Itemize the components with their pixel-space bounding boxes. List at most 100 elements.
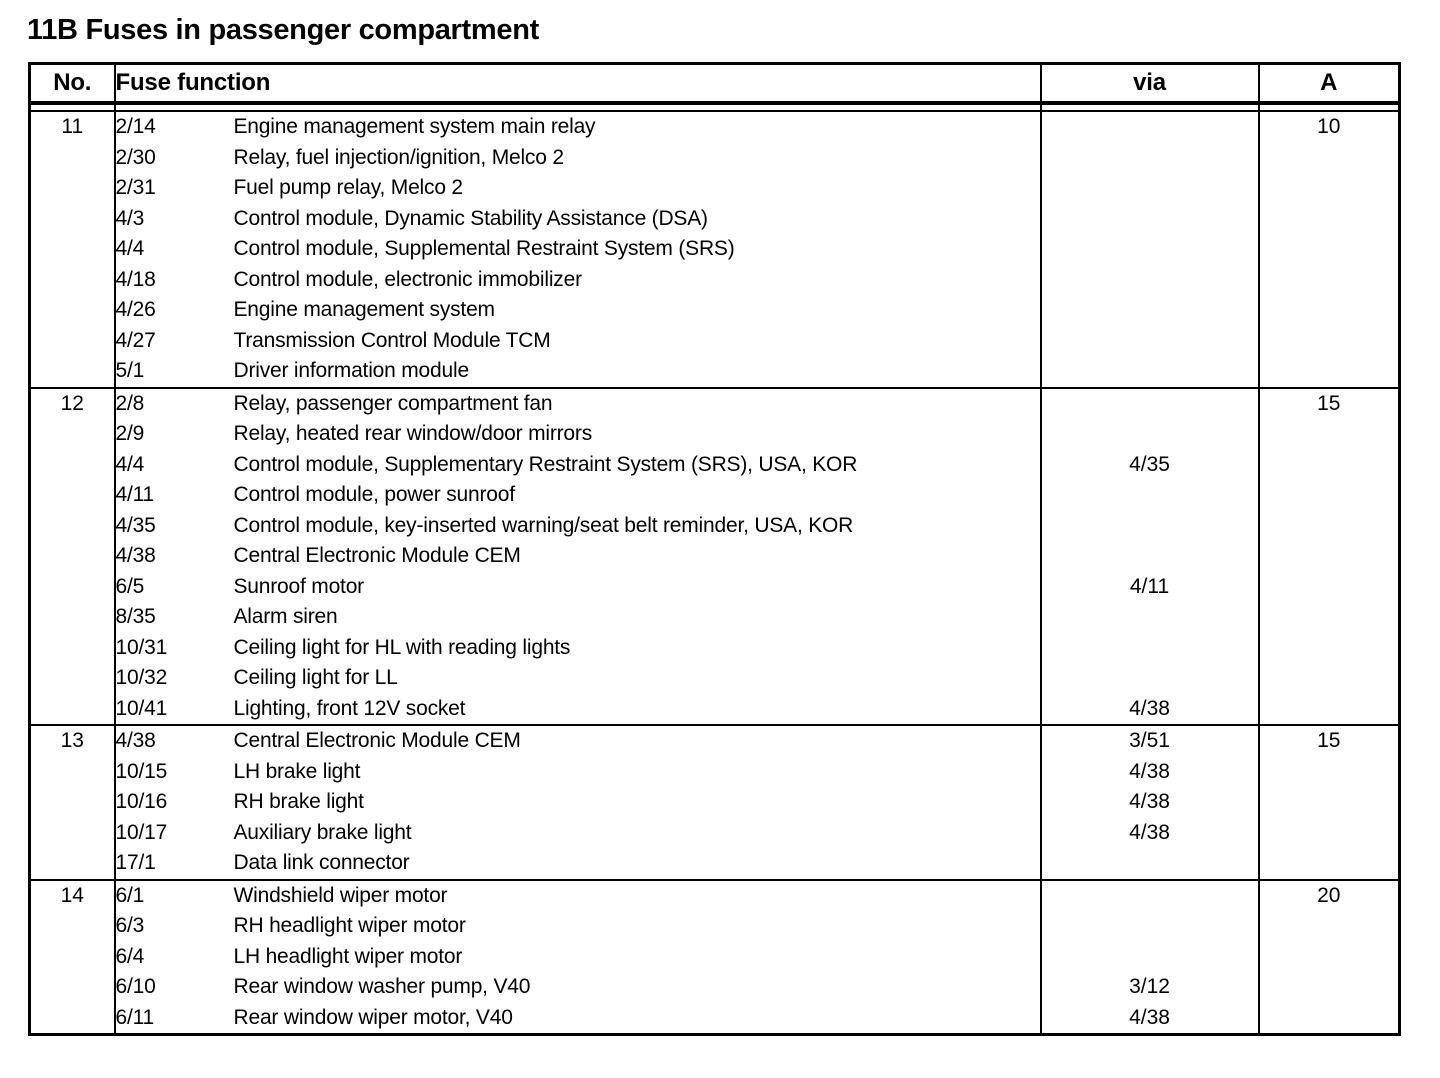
fuse-number-cell: 14 [29, 879, 115, 1036]
amp-cell: 10 [1257, 111, 1400, 389]
amp-rating: 20 [1317, 883, 1341, 907]
fuse-description: Engine management system main relay [233, 115, 596, 138]
fuse-number: 12 [60, 391, 84, 415]
fuse-description: Data link connector [233, 851, 410, 874]
amp-rating: 10 [1317, 115, 1341, 138]
via-value [1042, 419, 1258, 450]
fuse-number: 13 [60, 729, 84, 752]
amp-cell: 15 [1257, 725, 1400, 881]
fuse-group-row: 11 2/14 Engine management system main rela… [29, 111, 1400, 389]
fuse-group-row: 12 2/8 Relay, passenger compartment fan 2/9… [29, 387, 1400, 726]
fuse-function-line: 2/9 Relay, heated rear window/door mirror… [116, 419, 1040, 450]
via-value [1042, 356, 1258, 387]
fuse-component-id: 6/4 [115, 944, 145, 968]
via-value [1042, 602, 1258, 633]
fuse-component-id: 10/32 [115, 666, 168, 689]
fuse-function-line: 2/14 Engine management system main relay [116, 112, 1040, 143]
fuse-component-id: 4/4 [115, 237, 145, 260]
fuse-table: No. Fuse function via A 11 2/14 Engine man… [28, 62, 1401, 1036]
fuse-function-line: 2/31 Fuel pump relay, Melco 2 [116, 173, 1040, 204]
via-value: 4/38 [1129, 1005, 1170, 1029]
col-header-no: No. [29, 63, 115, 105]
header-double-rule [29, 103, 1400, 112]
fuse-function-line: 5/1 Driver information module [116, 356, 1040, 387]
fuse-component-id: 17/1 [115, 851, 156, 874]
fuse-description: Relay, fuel injection/ignition, Melco 2 [233, 145, 565, 169]
fuse-component-id: 10/41 [115, 696, 168, 720]
fuse-component-id: 2/30 [115, 145, 156, 169]
fuse-description: Control module, power sunroof [233, 483, 516, 506]
fuse-component-id: 2/8 [115, 391, 145, 415]
col-header-via: via [1039, 63, 1259, 105]
fuse-component-id: 2/31 [115, 176, 156, 199]
fuse-number: 14 [60, 883, 84, 907]
fuse-function-line: 4/38 Central Electronic Module CEM [116, 726, 1040, 757]
fuse-function-cell: 4/38 Central Electronic Module CEM 10/15 LH… [113, 725, 1041, 881]
fuse-description: RH headlight wiper motor [233, 914, 466, 937]
via-value [1042, 326, 1258, 357]
via-cell: 3/12 4/38 [1039, 879, 1259, 1036]
fuse-group-row: 14 6/1 Windshield wiper motor 6/3 RH headlig… [29, 879, 1400, 1036]
fuse-number-cell: 12 [29, 387, 115, 726]
fuse-description: Engine management system [233, 298, 496, 321]
fuse-description: Central Electronic Module CEM [233, 544, 521, 567]
fuse-description: Relay, heated rear window/door mirrors [233, 422, 593, 445]
fuse-function-cell: 2/14 Engine management system main relay 2… [113, 111, 1041, 389]
fuse-function-line: 4/11 Control module, power sunroof [116, 480, 1040, 511]
fuse-description: LH headlight wiper motor [233, 944, 463, 968]
via-value [1042, 848, 1258, 879]
via-value [1042, 295, 1258, 326]
fuse-component-id: 4/35 [115, 513, 156, 537]
fuse-description: Relay, passenger compartment fan [233, 391, 553, 415]
fuse-function-line: 10/32 Ceiling light for LL [116, 663, 1040, 694]
fuse-function-line: 10/15 LH brake light [116, 757, 1040, 788]
fuse-function-line: 4/27 Transmission Control Module TCM [116, 326, 1040, 357]
via-value: 3/12 [1129, 975, 1170, 998]
fuse-number: 11 [61, 115, 84, 138]
via-cell [1039, 111, 1259, 389]
fuse-component-id: 10/15 [115, 759, 168, 783]
fuse-function-cell: 6/1 Windshield wiper motor 6/3 RH headlight… [113, 879, 1041, 1036]
fuse-number-cell: 11 [29, 111, 115, 389]
fuse-description: Fuel pump relay, Melco 2 [233, 176, 464, 199]
fuse-description: Sunroof motor [233, 574, 365, 598]
col-header-function: Fuse function [113, 63, 1041, 105]
via-value [1042, 389, 1258, 420]
fuse-component-id: 6/1 [115, 883, 145, 907]
fuse-component-id: 4/11 [115, 483, 155, 506]
fuse-component-id: 4/27 [115, 328, 156, 352]
via-value [1042, 234, 1258, 265]
fuse-description: Driver information module [233, 359, 470, 382]
fuse-function-line: 17/1 Data link connector [116, 848, 1040, 879]
fuse-component-id: 10/31 [115, 635, 168, 659]
fuse-function-line: 6/4 LH headlight wiper motor [116, 942, 1040, 973]
fuse-description: Control module, Supplemental Restraint S… [233, 237, 735, 260]
fuse-component-id: 10/17 [115, 820, 168, 844]
fuse-function-line: 4/18 Control module, electronic immobiliz… [116, 265, 1040, 296]
fuse-description: Control module, electronic immobilizer [233, 267, 583, 291]
fuse-description: Windshield wiper motor [233, 883, 448, 907]
fuse-function-line: 2/8 Relay, passenger compartment fan [116, 389, 1040, 420]
fuse-description: Auxiliary brake light [233, 820, 412, 844]
via-value [1042, 204, 1258, 235]
fuse-function-line: 10/17 Auxiliary brake light [116, 818, 1040, 849]
amp-rating: 15 [1317, 729, 1341, 752]
via-value [1042, 143, 1258, 174]
via-value [1042, 942, 1258, 973]
fuse-description: Ceiling light for HL with reading lights [233, 635, 571, 659]
via-value: 4/38 [1129, 790, 1170, 813]
fuse-function-line: 4/3 Control module, Dynamic Stability Ass… [116, 204, 1040, 235]
fuse-component-id: 5/1 [115, 359, 145, 382]
page-title: 11B Fuses in passenger compartment [27, 14, 539, 46]
fuse-component-id: 4/26 [115, 298, 156, 321]
amp-cell: 20 [1257, 879, 1400, 1036]
via-value [1042, 265, 1258, 296]
fuse-description: LH brake light [233, 759, 361, 783]
fuse-component-id: 8/35 [115, 605, 156, 628]
fuse-component-id: 6/3 [115, 914, 145, 937]
fuse-component-id: 10/16 [115, 790, 168, 813]
fuse-function-line: 10/16 RH brake light [116, 787, 1040, 818]
via-value: 4/38 [1129, 759, 1170, 783]
fuse-component-id: 6/11 [115, 1005, 155, 1029]
